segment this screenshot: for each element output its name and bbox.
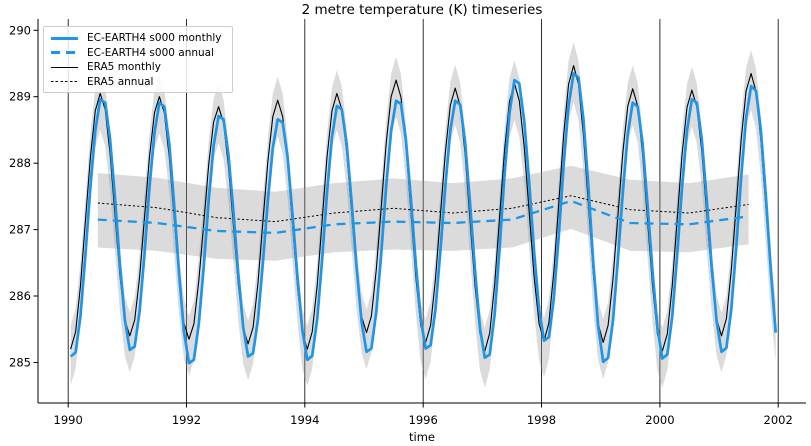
legend-line-sample-ec-earth4-annual	[51, 51, 78, 55]
x-axis-label: time	[409, 430, 435, 444]
legend-item-label: EC-EARTH4 s000 annual	[87, 46, 215, 59]
y-tick-label: 288	[9, 156, 31, 170]
x-tick-label: 2002	[764, 413, 793, 427]
series-line-ec-earth4-s000-annual	[97, 199, 749, 235]
legend-item-label: ERA5 monthly	[87, 61, 161, 74]
legend-item-era5-annual: ERA5 annual	[51, 75, 226, 90]
legend-item-era5-monthly: ERA5 monthly	[51, 60, 226, 75]
series-line-ec-earth4-s000-monthly	[69, 72, 778, 365]
legend-item-ec-earth4-s000-annual: EC-EARTH4 s000 annual	[51, 46, 226, 61]
legend-line-sample-era5-annual	[51, 81, 78, 83]
chart-title: 2 metre temperature (K) timeseries	[301, 2, 543, 18]
x-tick-label: 1998	[527, 413, 556, 427]
y-tick-label: 290	[9, 23, 31, 37]
legend-item-label: EC-EARTH4 s000 monthly	[87, 32, 222, 45]
legend-item-label: ERA5 annual	[87, 75, 154, 88]
legend: EC-EARTH4 s000 monthly EC-EARTH4 s000 an…	[43, 26, 233, 93]
y-tick-label: 286	[9, 289, 31, 303]
x-tick-label: 1992	[172, 413, 201, 427]
y-tick-label: 289	[9, 90, 31, 104]
x-tick-label: 1994	[290, 413, 319, 427]
legend-line-sample-era5-monthly	[51, 66, 78, 68]
x-tick-label: 2000	[645, 413, 674, 427]
series-line-era5-annual	[97, 195, 749, 223]
annual-spread-band	[97, 165, 749, 261]
y-tick-label: 285	[9, 356, 31, 370]
legend-line-sample-ec-earth4-monthly	[51, 36, 78, 40]
x-tick-label: 1990	[54, 413, 83, 427]
y-tick-label: 287	[9, 223, 31, 237]
x-tick-label: 1996	[409, 413, 438, 427]
legend-item-ec-earth4-s000-monthly: EC-EARTH4 s000 monthly	[51, 31, 226, 46]
era5-monthly-spread-band	[70, 42, 776, 388]
